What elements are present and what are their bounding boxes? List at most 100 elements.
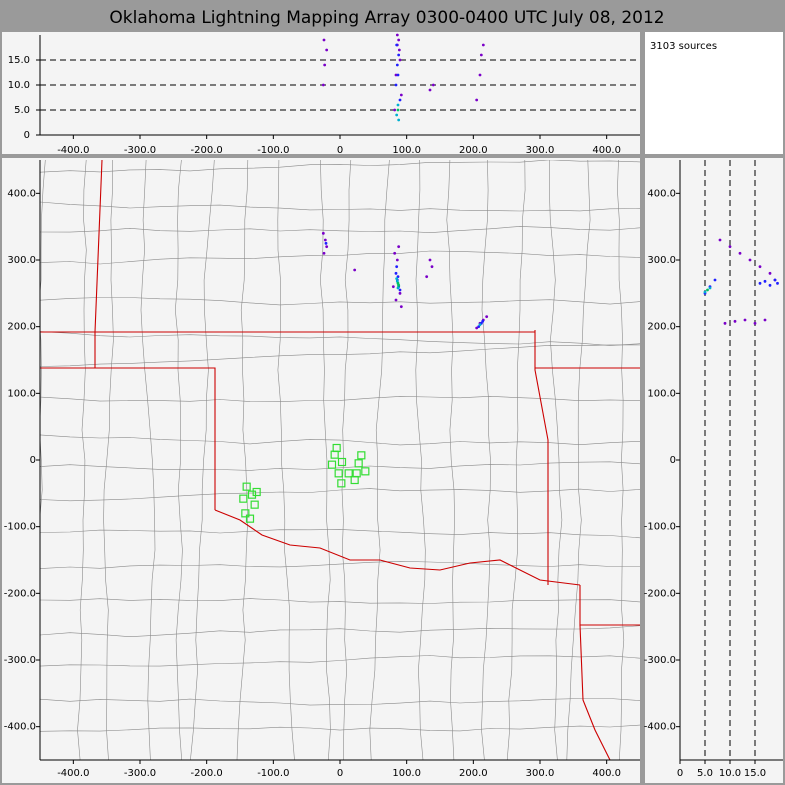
source-point — [393, 108, 397, 112]
county-line — [481, 160, 491, 760]
source-point — [481, 43, 485, 47]
source-point — [395, 258, 399, 262]
x-tick-label: -100.0 — [257, 768, 289, 779]
source-point — [396, 275, 400, 279]
source-point — [398, 98, 402, 102]
county-line — [77, 160, 87, 760]
x-tick-label: -400.0 — [57, 145, 89, 156]
station — [361, 467, 370, 476]
x-tick-label: -200.0 — [191, 768, 223, 779]
station — [241, 509, 250, 518]
source-point — [748, 258, 752, 262]
top-panel — [2, 32, 640, 154]
x-tick-label: 300.0 — [526, 145, 555, 156]
source-point — [728, 245, 732, 249]
county-line — [103, 160, 114, 760]
source-point — [733, 319, 737, 323]
source-point — [428, 258, 432, 262]
x-tick-label: 400.0 — [592, 768, 621, 779]
source-point — [395, 63, 399, 67]
x-tick-label: -100.0 — [257, 145, 289, 156]
y-tick-label: 100.0 — [647, 388, 676, 399]
side-panel — [645, 158, 783, 783]
county-line — [40, 488, 640, 502]
county-line — [40, 461, 640, 471]
source-point — [428, 88, 432, 92]
county-line — [40, 226, 640, 234]
county-line — [40, 201, 640, 212]
source-point — [323, 238, 327, 242]
source-point — [324, 241, 328, 245]
source-point — [397, 38, 401, 42]
source-point — [399, 305, 403, 309]
y-tick-label: -400.0 — [644, 722, 676, 733]
source-point — [325, 245, 329, 249]
source-point — [391, 285, 395, 289]
source-point — [763, 318, 767, 322]
y-tick-label: 400.0 — [7, 188, 36, 199]
county-line — [174, 160, 183, 760]
y-tick-label: -400.0 — [4, 722, 36, 733]
station — [252, 487, 261, 497]
source-point — [395, 33, 399, 37]
county-line — [40, 297, 640, 306]
source-point — [325, 48, 329, 52]
source-point — [475, 326, 479, 330]
source-point — [763, 279, 767, 283]
x-tick-label: 0 — [337, 145, 343, 156]
county-line — [40, 625, 640, 638]
source-point — [394, 83, 398, 87]
source-point — [394, 271, 398, 275]
y-tick-label: -200.0 — [4, 588, 36, 599]
source-point — [758, 281, 762, 285]
county-line — [236, 160, 249, 760]
source-point — [475, 98, 479, 102]
source-point — [398, 58, 402, 62]
county-line — [40, 250, 640, 265]
source-point — [743, 318, 747, 322]
state-border — [579, 624, 611, 760]
source-point — [703, 290, 707, 294]
county-line — [140, 160, 156, 760]
state-border — [214, 509, 581, 586]
source-point — [706, 288, 709, 292]
main-panel — [2, 158, 640, 783]
y-tick-label: 400.0 — [647, 188, 676, 199]
source-point — [713, 278, 717, 282]
source-point — [397, 118, 401, 122]
station — [350, 475, 359, 485]
county-line — [40, 344, 640, 367]
source-point — [768, 283, 772, 287]
y-tick-label: -100.0 — [644, 522, 676, 533]
source-point — [708, 286, 712, 290]
source-point — [395, 265, 399, 269]
source-point — [394, 298, 398, 302]
source-point — [395, 113, 399, 117]
y-tick-label: 0 — [670, 455, 676, 466]
y-tick-label: 300.0 — [647, 255, 676, 266]
station — [247, 490, 257, 499]
source-point — [479, 53, 483, 57]
county-line — [40, 560, 640, 569]
source-point — [393, 251, 397, 255]
source-point — [723, 321, 727, 325]
source-point — [396, 73, 400, 77]
county-line — [40, 331, 640, 346]
source-point — [397, 53, 401, 57]
x-tick-label: -300.0 — [124, 145, 156, 156]
x-tick-label: 200.0 — [459, 768, 488, 779]
x-tick-label: 300.0 — [526, 768, 555, 779]
station — [354, 459, 363, 468]
y-tick-label: -200.0 — [644, 588, 676, 599]
source-point — [322, 251, 326, 255]
x-tick-label: 15.0 — [744, 768, 766, 779]
source-point — [395, 43, 399, 47]
county-line — [369, 160, 390, 760]
y-tick-label: -300.0 — [644, 655, 676, 666]
source-point — [753, 321, 757, 325]
y-tick-label: 0 — [30, 455, 36, 466]
county-line — [40, 160, 640, 173]
y-tick-label: 0 — [24, 130, 30, 141]
county-line — [319, 160, 331, 760]
station — [334, 469, 343, 478]
